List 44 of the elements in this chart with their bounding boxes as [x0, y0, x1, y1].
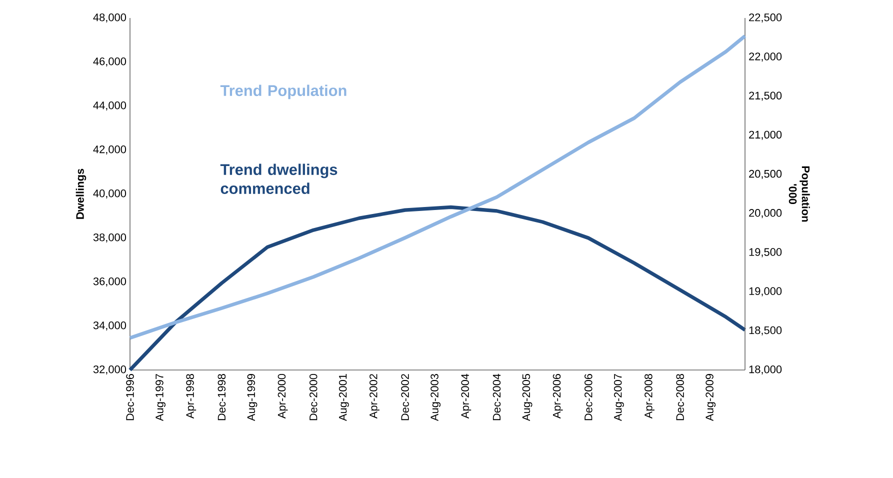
- x-tick-label: Dec-2008: [676, 374, 684, 420]
- y2-tick-label: 19,500: [749, 248, 782, 258]
- y2-tick-label: 22,000: [749, 52, 782, 62]
- x-tick-label: Dec-1998: [218, 374, 226, 420]
- y-tick-label: 46,000: [93, 57, 126, 67]
- y2-tick-label: 18,500: [749, 326, 782, 336]
- series-label: Trend dwellings commenced: [220, 164, 338, 194]
- x-tick-label: Apr-2002: [370, 374, 380, 419]
- x-tick-label: Dec-2006: [584, 374, 592, 420]
- x-tick-label: Aug-1999: [247, 374, 258, 422]
- x-tick-label: Apr-1998: [186, 374, 196, 419]
- x-tick-label: Dec-2002: [401, 374, 409, 420]
- y2-tick-label: 20,000: [749, 209, 782, 218]
- y2-axis-title: Population '000: [788, 166, 810, 222]
- y-axis-title: Dwellings: [76, 168, 86, 219]
- y-tick-label: 32,000: [93, 365, 126, 375]
- x-tick-label: Dec-2004: [492, 374, 501, 420]
- y-tick-label: 36,000: [93, 277, 126, 287]
- x-tick-label: Apr-2004: [461, 374, 472, 419]
- y-tick-label: 48,000: [93, 13, 126, 23]
- x-tick-label: Apr-2006: [552, 374, 563, 419]
- text: Trend Population: [220, 84, 346, 100]
- y-tick-label: 42,000: [93, 145, 126, 155]
- x-tick-label: Aug-2001: [338, 374, 349, 422]
- y-tick-label: 44,000: [93, 101, 126, 111]
- y2-tick-label: 21,500: [749, 92, 782, 101]
- y2-tick-label: 18,000: [749, 365, 782, 375]
- y-tick-label: 40,000: [93, 189, 126, 199]
- x-tick-label: Aug-2007: [614, 374, 624, 422]
- y-tick-label: 38,000: [93, 233, 126, 243]
- x-tick-label: Aug-2003: [430, 374, 441, 422]
- y2-tick-label: 19,000: [749, 287, 782, 296]
- x-tick-label: Dec-1996: [126, 374, 134, 420]
- y-tick-label: 34,000: [93, 321, 126, 331]
- y2-tick-label: 21,000: [749, 130, 782, 140]
- y2-tick-label: 22,500: [749, 13, 782, 23]
- x-tick-label: Aug-1997: [156, 374, 166, 422]
- x-tick-label: Apr-2000: [278, 374, 288, 419]
- y2-tick-label: 20,500: [749, 170, 782, 179]
- x-tick-label: Dec-2000: [309, 374, 318, 420]
- x-tick-label: Aug-2009: [706, 374, 716, 422]
- line-series: [128, 34, 747, 340]
- x-tick-label: Apr-2008: [644, 374, 654, 419]
- x-tick-label: Aug-2005: [522, 374, 532, 422]
